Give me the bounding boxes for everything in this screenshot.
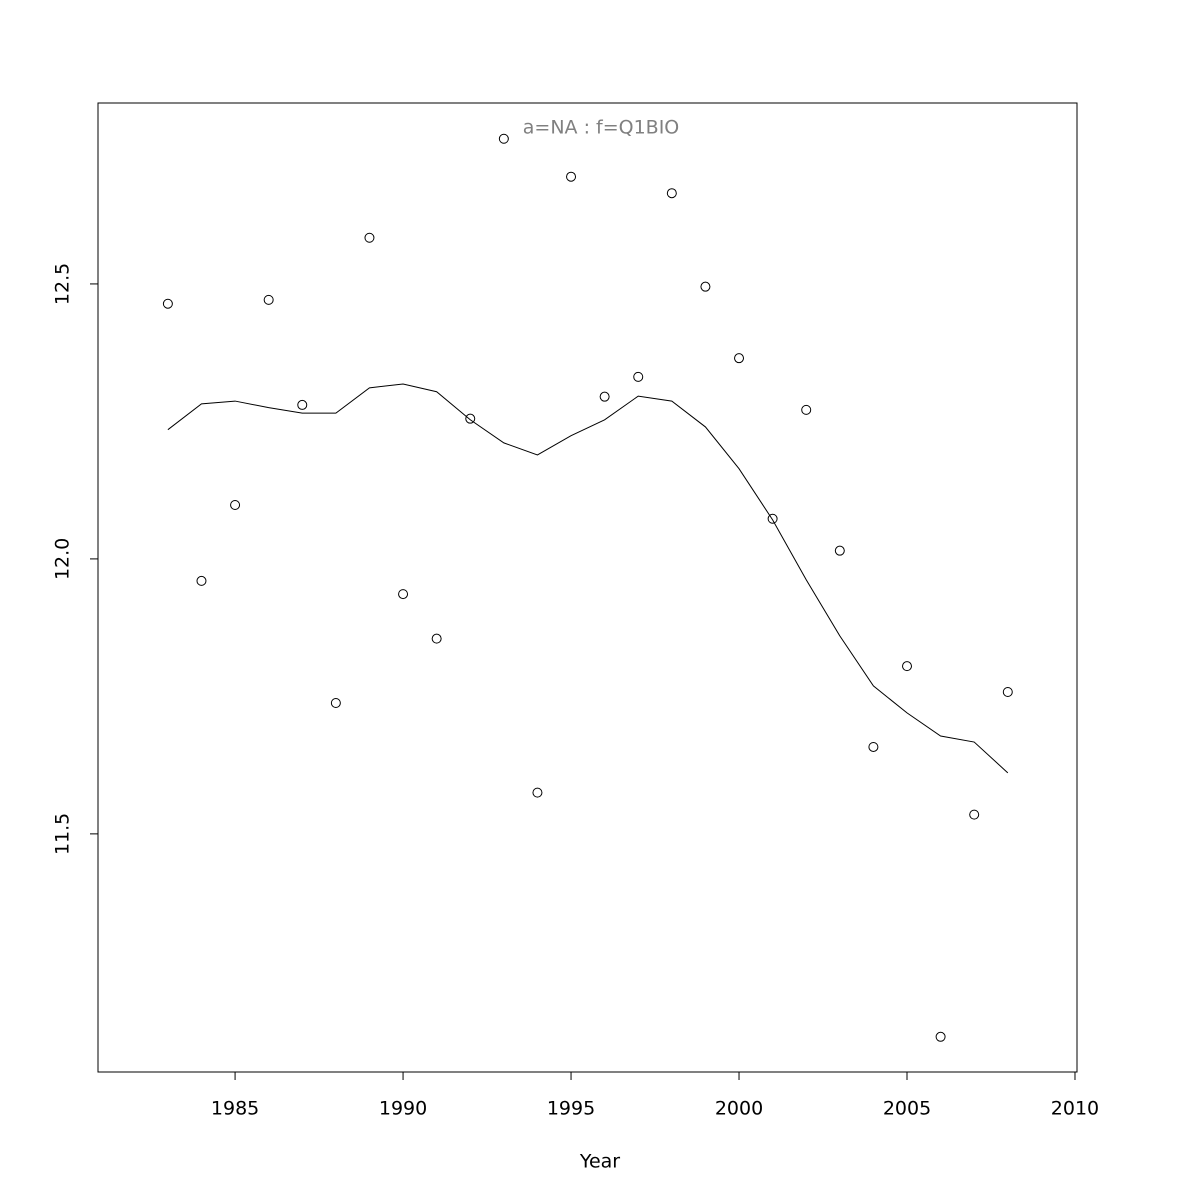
x-tick-label: 2010 [1051, 1098, 1099, 1120]
x-tick-label: 1995 [547, 1098, 595, 1120]
data-point [230, 500, 241, 511]
data-point [330, 697, 341, 708]
data-point [566, 171, 577, 182]
data-point [666, 188, 677, 199]
x-axis-label: Year [579, 1151, 620, 1173]
x-tick-label: 2005 [883, 1098, 931, 1120]
y-tick-label: 12.0 [52, 538, 74, 580]
data-point [1002, 686, 1013, 697]
data-point [734, 353, 745, 364]
data-point [767, 513, 778, 524]
data-point [431, 633, 442, 644]
data-point [599, 391, 610, 402]
data-point [297, 399, 308, 410]
data-point [935, 1031, 946, 1042]
y-tick-label: 11.5 [52, 813, 74, 855]
data-point [834, 545, 845, 556]
data-point [196, 575, 207, 586]
data-point [969, 809, 980, 820]
chart-title: a=NA : f=Q1BIO [523, 117, 680, 139]
x-tick-label: 1985 [211, 1098, 259, 1120]
data-point [801, 404, 812, 415]
plot-box [97, 102, 1078, 1073]
x-tick-label: 2000 [715, 1098, 763, 1120]
data-point [364, 232, 375, 243]
trend-line [167, 383, 1009, 774]
data-point [398, 589, 409, 600]
data-point [465, 413, 476, 424]
x-tick-label: 1990 [379, 1098, 427, 1120]
data-point [902, 661, 913, 672]
y-tick-label: 12.5 [52, 263, 74, 305]
data-point [498, 133, 509, 144]
data-point [700, 281, 711, 292]
data-point [868, 741, 879, 752]
data-point [263, 294, 274, 305]
data-point [532, 787, 543, 798]
data-point [162, 298, 173, 309]
data-point [633, 371, 644, 382]
